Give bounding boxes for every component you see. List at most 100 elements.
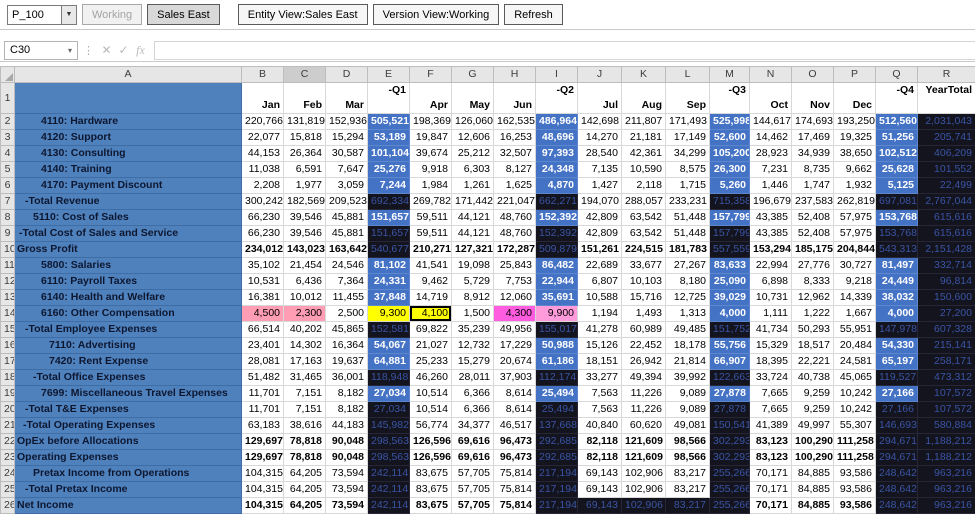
data-cell[interactable]: 52,408 xyxy=(792,226,834,242)
data-cell[interactable]: 129,697 xyxy=(242,434,284,450)
column-header-d[interactable]: D xyxy=(326,67,368,83)
data-cell[interactable]: 17,163 xyxy=(284,354,326,370)
data-cell[interactable]: 9,300 xyxy=(368,306,410,322)
data-cell[interactable]: 10,242 xyxy=(834,402,876,418)
row-header-18[interactable]: 18 xyxy=(1,370,15,386)
data-cell[interactable]: 119,527 xyxy=(876,370,918,386)
data-cell[interactable]: 18,151 xyxy=(578,354,622,370)
data-cell[interactable]: 8,575 xyxy=(666,162,710,178)
data-cell[interactable]: 11,226 xyxy=(622,402,666,418)
data-cell[interactable]: 25,090 xyxy=(710,274,750,290)
data-cell[interactable]: 242,114 xyxy=(368,498,410,514)
data-cell[interactable]: 2,300 xyxy=(284,306,326,322)
cell-a1[interactable] xyxy=(15,83,242,114)
period-header-aug[interactable]: Aug xyxy=(622,83,666,114)
account-cell[interactable]: OpEx before Allocations xyxy=(15,434,242,450)
period-header-q1[interactable]: -Q1 xyxy=(368,83,410,114)
data-cell[interactable]: 300,242 xyxy=(242,194,284,210)
column-header-n[interactable]: N xyxy=(750,67,792,83)
data-cell[interactable]: 162,535 xyxy=(494,114,536,130)
data-cell[interactable]: 131,819 xyxy=(284,114,326,130)
row-header-17[interactable]: 17 xyxy=(1,354,15,370)
data-cell[interactable]: 217,194 xyxy=(536,466,578,482)
dropdown-arrow-icon[interactable]: ▼ xyxy=(61,6,76,24)
data-cell[interactable]: 96,814 xyxy=(918,274,975,290)
column-header-p[interactable]: P xyxy=(834,67,876,83)
data-cell[interactable]: 224,515 xyxy=(622,242,666,258)
data-cell[interactable]: 97,393 xyxy=(536,146,578,162)
data-cell[interactable]: 41,278 xyxy=(578,322,622,338)
data-cell[interactable]: 2,031,043 xyxy=(918,114,975,130)
insert-function-icon[interactable]: fx xyxy=(132,43,149,58)
data-cell[interactable]: 81,102 xyxy=(368,258,410,274)
data-cell[interactable]: 34,377 xyxy=(452,418,494,434)
data-cell[interactable]: 248,642 xyxy=(876,482,918,498)
data-cell[interactable]: 6,366 xyxy=(452,386,494,402)
data-cell[interactable]: 1,427 xyxy=(578,178,622,194)
data-cell[interactable]: 505,521 xyxy=(368,114,410,130)
data-cell[interactable]: 152,392 xyxy=(536,210,578,226)
data-cell[interactable]: 217,194 xyxy=(536,482,578,498)
data-cell[interactable]: 27,878 xyxy=(710,386,750,402)
data-cell[interactable]: 24,449 xyxy=(876,274,918,290)
data-cell[interactable]: 22,944 xyxy=(536,274,578,290)
period-header-mar[interactable]: Mar xyxy=(326,83,368,114)
data-cell[interactable]: 7,231 xyxy=(750,162,792,178)
row-header-13[interactable]: 13 xyxy=(1,290,15,306)
account-cell[interactable]: 5800: Salaries xyxy=(15,258,242,274)
data-cell[interactable]: 215,141 xyxy=(918,338,975,354)
data-cell[interactable]: 9,259 xyxy=(792,402,834,418)
data-cell[interactable]: 7,563 xyxy=(578,402,622,418)
data-cell[interactable]: 24,331 xyxy=(368,274,410,290)
data-cell[interactable]: 54,067 xyxy=(368,338,410,354)
data-cell[interactable]: 209,523 xyxy=(326,194,368,210)
row-header-8[interactable]: 8 xyxy=(1,210,15,226)
data-cell[interactable]: 61,186 xyxy=(536,354,578,370)
account-cell[interactable]: -Total Operating Expenses xyxy=(15,418,242,434)
row-header-3[interactable]: 3 xyxy=(1,130,15,146)
column-header-g[interactable]: G xyxy=(452,67,494,83)
data-cell[interactable]: 525,998 xyxy=(710,114,750,130)
data-cell[interactable]: 512,560 xyxy=(876,114,918,130)
data-cell[interactable]: 41,389 xyxy=(750,418,792,434)
data-cell[interactable]: 44,183 xyxy=(326,418,368,434)
data-cell[interactable]: 152,936 xyxy=(326,114,368,130)
data-cell[interactable]: 1,500 xyxy=(452,306,494,322)
data-cell[interactable]: 262,819 xyxy=(834,194,876,210)
data-cell[interactable]: 1,493 xyxy=(622,306,666,322)
data-cell[interactable]: 174,693 xyxy=(792,114,834,130)
data-cell[interactable]: 84,885 xyxy=(792,498,834,514)
data-cell[interactable]: 34,299 xyxy=(666,146,710,162)
data-cell[interactable]: 198,369 xyxy=(410,114,452,130)
period-header-q4[interactable]: -Q4 xyxy=(876,83,918,114)
data-cell[interactable]: 2,151,428 xyxy=(918,242,975,258)
period-header-q2[interactable]: -Q2 xyxy=(536,83,578,114)
data-cell[interactable]: 63,183 xyxy=(242,418,284,434)
data-cell[interactable]: 473,312 xyxy=(918,370,975,386)
data-cell[interactable]: 40,840 xyxy=(578,418,622,434)
data-cell[interactable]: 692,334 xyxy=(368,194,410,210)
data-cell[interactable]: 6,303 xyxy=(452,162,494,178)
row-header-1[interactable]: 1 xyxy=(1,83,15,114)
data-cell[interactable]: 26,942 xyxy=(622,354,666,370)
data-cell[interactable]: 221,047 xyxy=(494,194,536,210)
data-cell[interactable]: 27,200 xyxy=(918,306,975,322)
data-cell[interactable]: 10,242 xyxy=(834,386,876,402)
data-cell[interactable]: 181,783 xyxy=(666,242,710,258)
account-cell[interactable]: 7420: Rent Expense xyxy=(15,354,242,370)
data-cell[interactable]: 19,325 xyxy=(834,130,876,146)
column-header-h[interactable]: H xyxy=(494,67,536,83)
row-header-15[interactable]: 15 xyxy=(1,322,15,338)
data-cell[interactable]: 163,642 xyxy=(326,242,368,258)
data-cell[interactable]: 1,747 xyxy=(792,178,834,194)
data-cell[interactable]: 185,175 xyxy=(792,242,834,258)
account-cell[interactable]: Pretax Income from Operations xyxy=(15,466,242,482)
data-cell[interactable]: 43,385 xyxy=(750,210,792,226)
data-cell[interactable]: 4,870 xyxy=(536,178,578,194)
data-cell[interactable]: 7,135 xyxy=(578,162,622,178)
data-cell[interactable]: 7,665 xyxy=(750,386,792,402)
data-cell[interactable]: 35,239 xyxy=(452,322,494,338)
data-cell[interactable]: 8,912 xyxy=(452,290,494,306)
data-cell[interactable]: 10,731 xyxy=(750,290,792,306)
data-cell[interactable]: 143,023 xyxy=(284,242,326,258)
